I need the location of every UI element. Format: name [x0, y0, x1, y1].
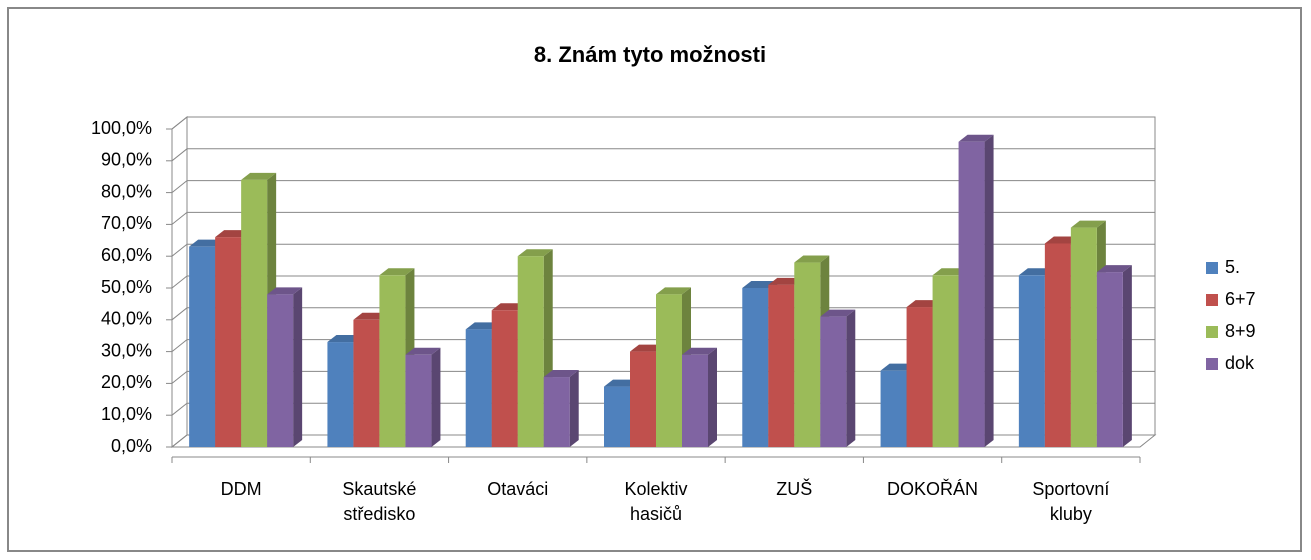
grid-line: [171, 116, 1155, 130]
bar-side: [293, 287, 303, 447]
y-tick-label: 40,0%: [101, 309, 152, 329]
bar: [465, 329, 492, 447]
grid-line: [171, 211, 1155, 225]
bar-top: [379, 268, 415, 276]
bar: [820, 316, 847, 447]
bar: [267, 294, 294, 447]
x-tick-label: Otaváci: [487, 479, 549, 499]
y-tick-label: 80,0%: [101, 181, 152, 201]
legend-swatch: [1206, 262, 1218, 274]
legend-label: 6+7: [1225, 289, 1256, 309]
bar: [630, 351, 656, 447]
bar: [1018, 275, 1045, 447]
grid-line: [171, 148, 1155, 162]
bar: [241, 179, 268, 447]
bar: [906, 307, 933, 447]
legend-swatch: [1206, 326, 1218, 338]
y-tick-label: 30,0%: [101, 340, 152, 360]
bar-top: [820, 309, 856, 317]
bar: [379, 275, 406, 447]
bar: [517, 256, 544, 447]
bar: [405, 354, 432, 447]
grid-line: [171, 275, 1155, 289]
bar-side: [1122, 265, 1132, 447]
bar: [543, 377, 570, 447]
bar: [742, 288, 769, 447]
bar: [215, 237, 242, 447]
bar: [958, 141, 985, 447]
y-tick-label: 50,0%: [101, 277, 152, 297]
x-tick-label: DOKOŘÁN: [887, 479, 979, 499]
bar: [189, 246, 216, 447]
legend-swatch: [1206, 294, 1218, 306]
y-tick-label: 20,0%: [101, 372, 152, 392]
legend-swatch: [1206, 358, 1218, 370]
legend-label: 8+9: [1225, 321, 1256, 341]
grid-line: [171, 307, 1155, 321]
bar-side: [984, 134, 994, 447]
y-tick-label: 60,0%: [101, 245, 152, 265]
bar-top: [543, 370, 579, 378]
bar: [604, 386, 630, 447]
bar: [932, 275, 959, 447]
y-tick-label: 10,0%: [101, 404, 152, 424]
bar-top: [794, 255, 830, 263]
bar-side: [846, 309, 856, 447]
legend-label: 5.: [1225, 257, 1240, 277]
grid-line: [171, 180, 1155, 193]
bar-top: [1096, 265, 1132, 273]
bar-top: [656, 287, 691, 295]
bar-side: [569, 370, 579, 447]
bar-top: [267, 287, 303, 295]
bar-side: [431, 347, 441, 447]
x-tick-label: ZUŠ: [776, 479, 813, 499]
x-tick-label: DDM: [220, 479, 262, 499]
bar: [1044, 243, 1071, 447]
bar: [880, 370, 907, 447]
grid-line: [171, 243, 1155, 257]
bar-side: [708, 347, 717, 447]
bar-top: [682, 347, 717, 355]
bar-top: [405, 347, 441, 355]
y-tick-label: 70,0%: [101, 213, 152, 233]
legend-label: dok: [1225, 353, 1255, 373]
bar: [682, 354, 708, 447]
bar-top: [517, 249, 553, 257]
bar: [1070, 227, 1097, 447]
bar-top: [1070, 220, 1106, 228]
y-tick-label: 90,0%: [101, 150, 152, 170]
bar: [491, 310, 518, 447]
bar: [656, 294, 682, 447]
x-tick-label: Kolektiv hasičů: [624, 479, 688, 524]
bar: [327, 342, 354, 447]
y-tick-label: 0,0%: [111, 436, 152, 456]
y-tick-label: 100,0%: [91, 118, 152, 138]
bar-top: [958, 134, 994, 142]
x-tick-label: Sportovní kluby: [1032, 479, 1110, 524]
bar: [768, 284, 795, 447]
chart-title: 8. Znám tyto možnosti: [534, 42, 766, 67]
x-tick-label: Skautské středisko: [342, 479, 417, 524]
bar: [794, 262, 821, 447]
bar-top: [241, 172, 277, 180]
bar: [353, 319, 380, 447]
bar: [1096, 272, 1123, 447]
